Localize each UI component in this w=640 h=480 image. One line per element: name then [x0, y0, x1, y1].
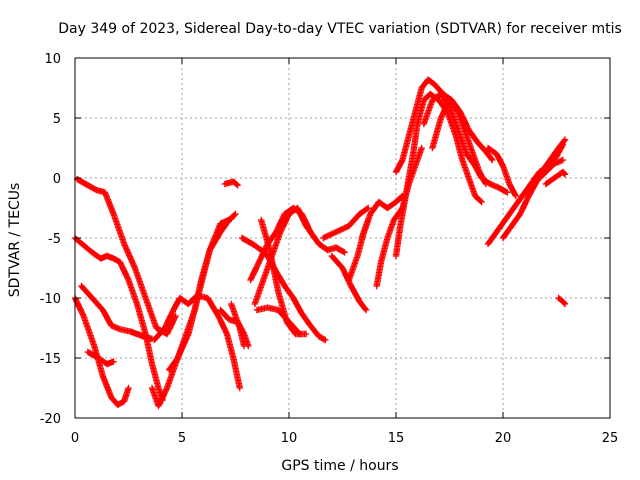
x-tick-label: 0: [71, 431, 79, 446]
x-tick-label: 5: [178, 431, 186, 446]
data-series-arc-30: [542, 168, 569, 188]
y-tick-label: -15: [40, 352, 61, 367]
data-series-arc-11: [228, 300, 248, 350]
data-series-arc-8: [165, 215, 235, 374]
data-series-arc-3: [78, 282, 156, 342]
data-series-arc-26: [484, 144, 520, 200]
y-tick-label: 10: [44, 52, 61, 67]
x-tick-label: 15: [388, 431, 405, 446]
data-series-arc-20: [358, 192, 406, 242]
data-series-arc-23: [392, 76, 496, 176]
data-series-arc-22: [392, 90, 485, 260]
data-series-arc-9: [221, 178, 241, 189]
data-series-arc-25: [429, 96, 490, 188]
x-axis-label: GPS time / hours: [281, 458, 398, 474]
x-tick-label: 10: [281, 431, 298, 446]
x-tick-label: 20: [495, 431, 512, 446]
y-tick-label: -20: [40, 412, 61, 427]
x-axis: 0 5 10 15 20 25: [71, 58, 618, 446]
y-tick-label: 5: [53, 112, 61, 127]
grid: [75, 58, 610, 418]
data-series-arc-13: [247, 204, 348, 284]
y-tick-label: -10: [40, 292, 61, 307]
y-axis-label: SDTVAR / TECUs: [7, 183, 23, 298]
data-series-arc-29: [538, 136, 569, 176]
data-series-arc-17: [320, 204, 372, 242]
data-series-arc-16: [253, 304, 303, 338]
y-tick-label: -5: [48, 232, 61, 247]
data-series-arc-31: [555, 294, 569, 308]
data-series-arc-28: [499, 156, 567, 242]
y-tick-label: 0: [53, 172, 61, 187]
x-tick-label: 25: [602, 431, 619, 446]
y-axis: -20 -15 -10 -5 0 5 10: [40, 52, 610, 427]
chart-title: Day 349 of 2023, Sidereal Day-to-day VTE…: [58, 21, 622, 37]
data-series-arc-5: [84, 348, 117, 368]
data-series-arc-1: [73, 176, 179, 338]
data-series-arc-12: [238, 234, 329, 344]
data-series-arc-7: [150, 292, 243, 392]
data-marks: [71, 76, 569, 410]
